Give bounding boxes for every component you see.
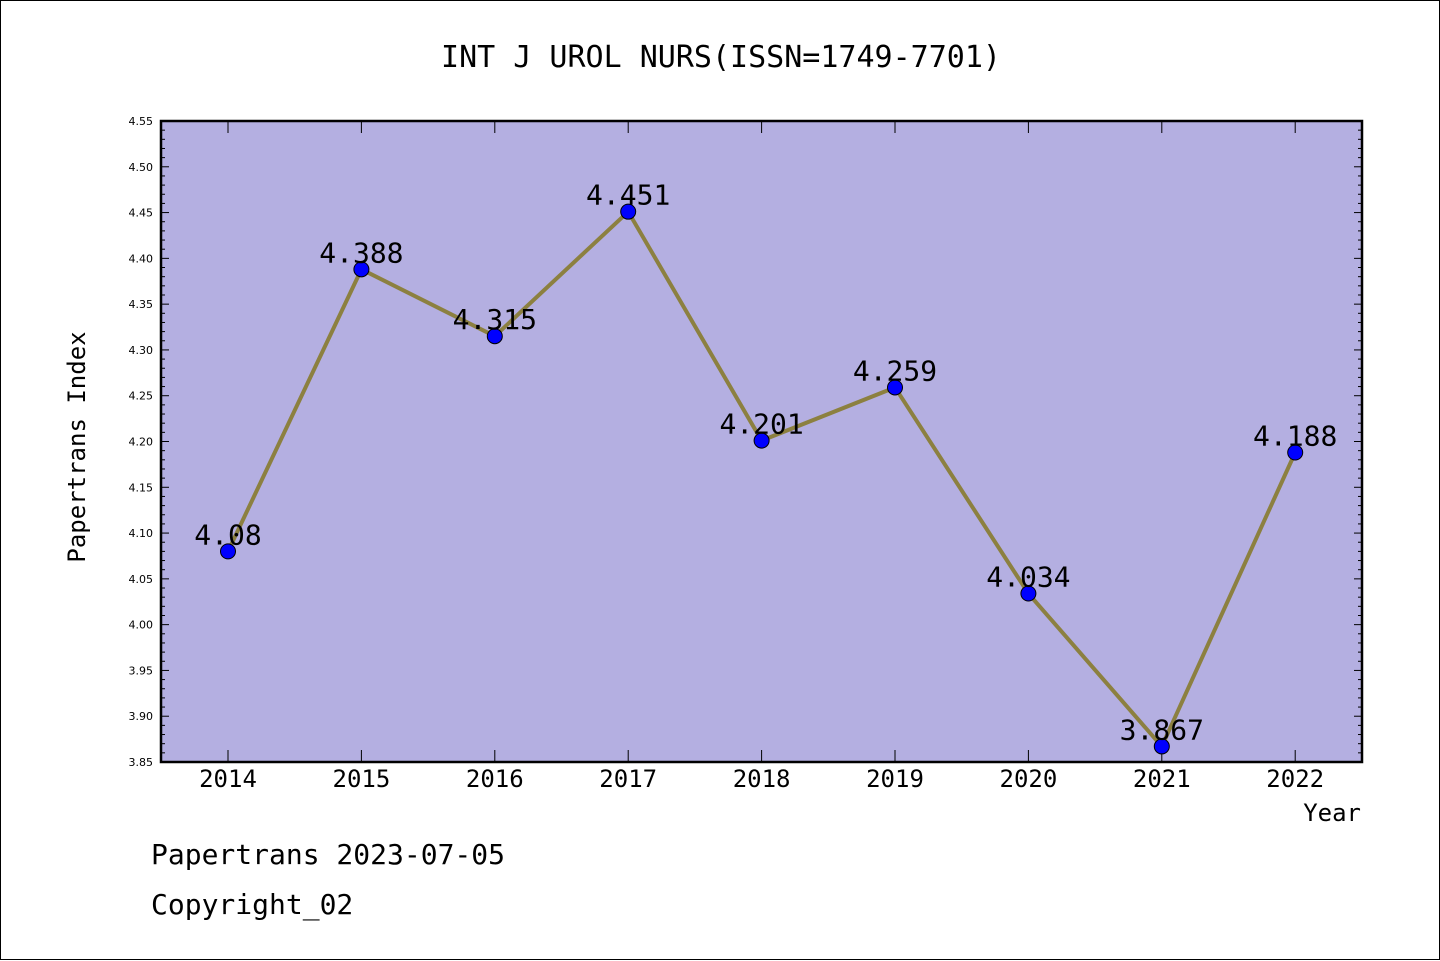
series-line-segment: [759, 385, 897, 443]
data-label: 4.388: [319, 236, 403, 269]
data-label: 3.867: [1120, 713, 1204, 746]
y-tick-label: 4.30: [129, 344, 154, 357]
y-axis: 3.85 3.90 3.95 4.00 4.05 4.10 4.15 4.20 4.25 4.30…: [129, 115, 1362, 769]
data-point-marker: [220, 543, 236, 560]
series-line-segment: [226, 267, 364, 554]
x-tick-label: 2015: [333, 765, 391, 793]
x-axis: 2014 2015 2016 2017 2018 2019 2020 2021 2022: [199, 121, 1324, 793]
data-point-marker: [1020, 585, 1037, 602]
y-tick-label: 4.15: [129, 481, 154, 494]
y-tick-label: 4.45: [129, 207, 154, 220]
data-point-marker: [620, 203, 637, 220]
footer-date: Papertrans 2023-07-05: [151, 838, 505, 871]
y-tick-label: 3.90: [129, 710, 154, 723]
data-label: 4.451: [586, 179, 670, 212]
y-tick-label: 3.95: [129, 664, 154, 677]
footer-copyright: Copyright_02: [151, 888, 353, 922]
x-tick-label: 2018: [733, 765, 791, 793]
data-label: 4.188: [1253, 419, 1337, 452]
series-line-group: [226, 209, 1298, 749]
x-tick-label: 2014: [199, 765, 257, 793]
data-label: 4.201: [719, 408, 803, 441]
x-tick-label: 2019: [866, 765, 924, 793]
chart-title: INT J UROL NURS(ISSN=1749-7701): [441, 40, 1001, 75]
data-point-marker: [1287, 444, 1304, 461]
data-point-marker: [753, 432, 770, 449]
data-point-marker: [1153, 738, 1170, 755]
x-tick-label: 2022: [1266, 765, 1324, 793]
series-line-segment: [626, 209, 764, 443]
data-label: 4.08: [194, 518, 261, 551]
y-tick-label: 3.85: [129, 756, 154, 769]
y-tick-label: 4.20: [129, 436, 154, 449]
series-markers-group: [220, 203, 1304, 755]
data-label: 4.259: [853, 354, 937, 387]
x-tick-label: 2017: [599, 765, 657, 793]
data-point-marker: [887, 379, 903, 396]
y-tick-label: 4.35: [129, 298, 154, 311]
data-label: 4.034: [986, 561, 1070, 594]
x-tick-label: 2020: [1000, 765, 1058, 793]
x-tick-label: 2021: [1133, 765, 1191, 793]
y-axis-label: Papertrans Index: [63, 331, 91, 562]
series-line-segment: [359, 267, 497, 339]
data-point-marker: [486, 328, 503, 345]
data-labels-group: 4.08 4.388 4.315 4.451 4.201 4.259 4.034 3.867 4…: [194, 179, 1337, 747]
y-tick-label: 4.00: [129, 619, 154, 632]
y-tick-label: 4.25: [129, 390, 154, 403]
y-tick-label: 4.10: [129, 527, 154, 540]
series-line-segment: [492, 209, 631, 339]
y-tick-label: 4.05: [129, 573, 154, 586]
x-tick-label: 2016: [466, 765, 524, 793]
data-label: 4.315: [453, 303, 537, 336]
series-line-segment: [893, 385, 1031, 596]
y-tick-label: 4.40: [129, 252, 154, 265]
series-line-segment: [1159, 450, 1298, 749]
x-axis-label: Year: [1303, 799, 1361, 827]
series-line-segment: [1026, 591, 1164, 749]
y-tick-label: 4.50: [129, 161, 154, 174]
data-point-marker: [353, 261, 370, 278]
y-tick-label: 4.55: [129, 115, 154, 128]
